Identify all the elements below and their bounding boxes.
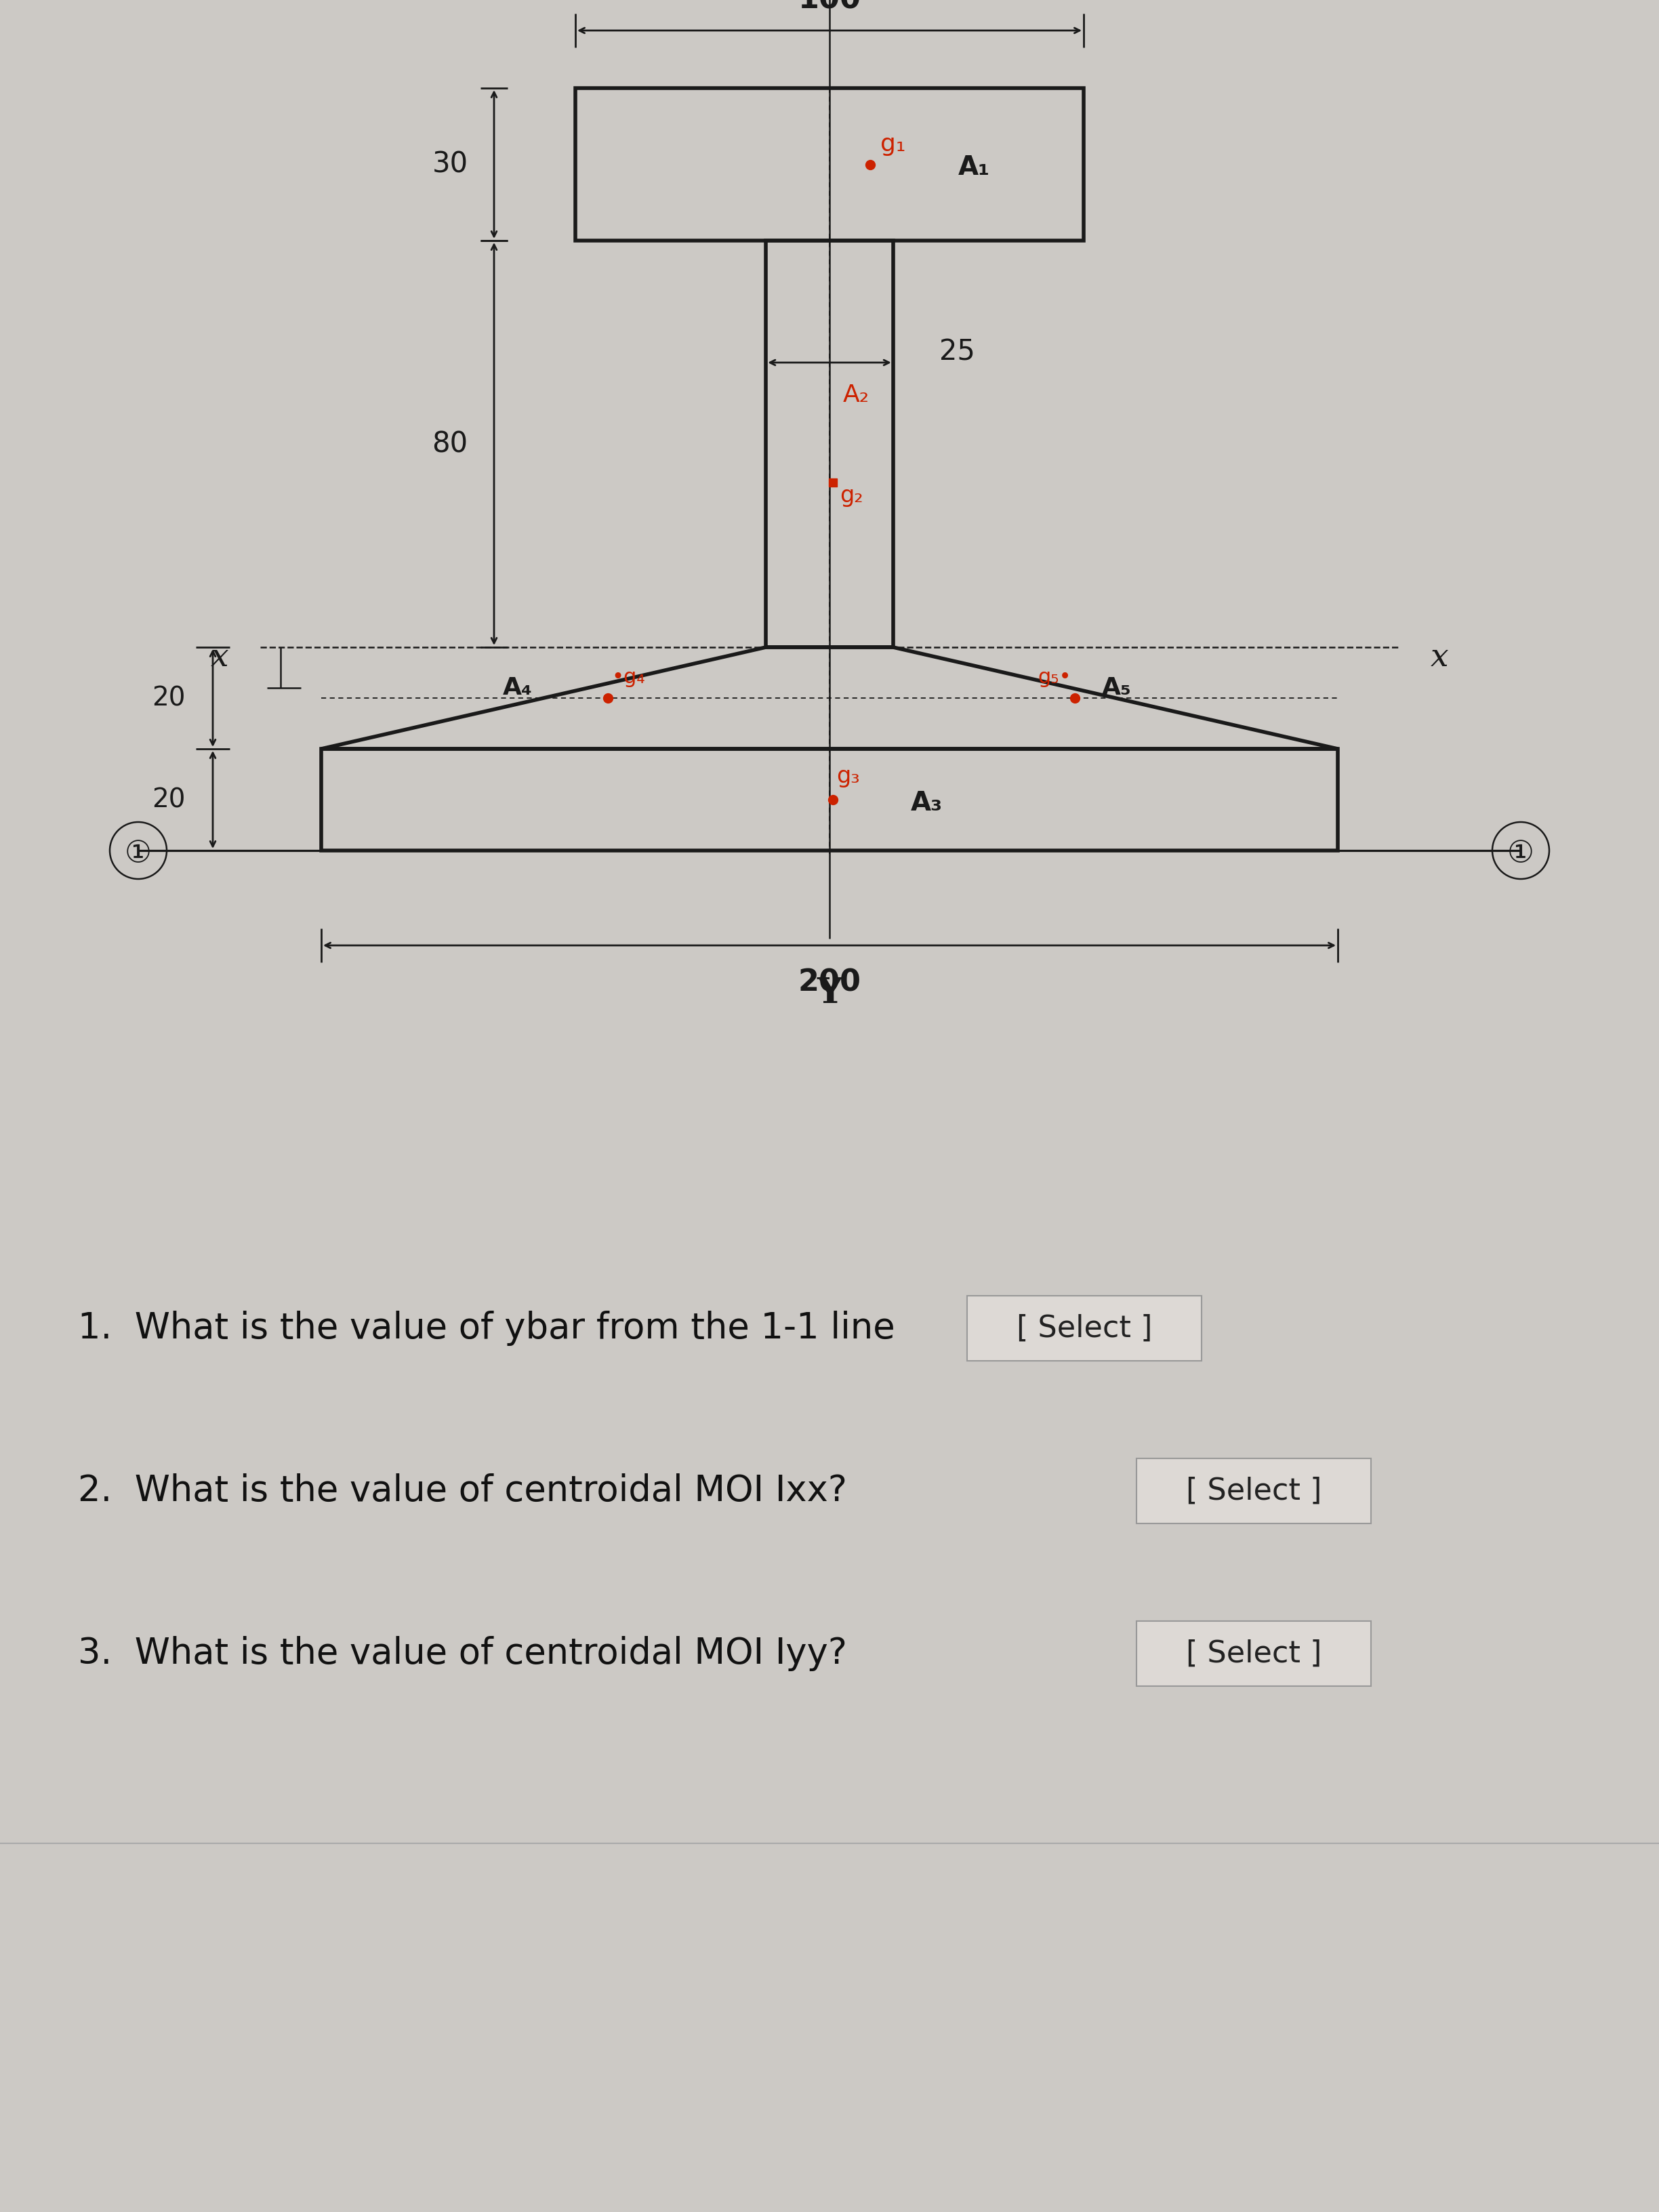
Text: 30: 30 <box>431 150 468 179</box>
Text: 3.  What is the value of centroidal MOI Iyy?: 3. What is the value of centroidal MOI I… <box>78 1637 848 1672</box>
Text: Y: Y <box>816 975 843 1011</box>
Text: [ Select ]: [ Select ] <box>1017 1314 1153 1343</box>
Text: 200: 200 <box>798 969 861 998</box>
Text: x: x <box>1430 641 1448 672</box>
Bar <box>576 88 1083 241</box>
Text: 100: 100 <box>798 0 861 15</box>
Text: g₅•: g₅• <box>1039 668 1072 688</box>
Text: g₁: g₁ <box>881 133 906 155</box>
Text: g₂: g₂ <box>839 484 863 507</box>
Text: 20: 20 <box>153 787 186 812</box>
Text: 20: 20 <box>153 686 186 710</box>
Text: 25: 25 <box>939 338 975 367</box>
Text: 2.  What is the value of centroidal MOI Ixx?: 2. What is the value of centroidal MOI I… <box>78 1473 848 1509</box>
Text: A₄: A₄ <box>503 677 533 699</box>
Text: ①: ① <box>124 838 151 869</box>
FancyBboxPatch shape <box>967 1296 1201 1360</box>
Text: •g₄: •g₄ <box>612 668 645 688</box>
Text: A₁: A₁ <box>959 155 990 181</box>
FancyBboxPatch shape <box>1136 1458 1370 1524</box>
Text: x: x <box>211 641 229 672</box>
FancyBboxPatch shape <box>1136 1621 1370 1686</box>
Text: g₃: g₃ <box>836 765 859 787</box>
Text: A₅: A₅ <box>1102 677 1131 699</box>
Text: A₃: A₃ <box>911 790 942 816</box>
Text: [ Select ]: [ Select ] <box>1186 1639 1322 1668</box>
Text: [ Select ]: [ Select ] <box>1186 1475 1322 1506</box>
Text: ①: ① <box>1508 838 1535 869</box>
Bar <box>766 241 893 648</box>
Text: A₂: A₂ <box>843 383 869 407</box>
Bar <box>322 750 1337 849</box>
Text: 80: 80 <box>431 429 468 458</box>
Text: 1.  What is the value of ybar from the 1-1 line: 1. What is the value of ybar from the 1-… <box>78 1312 894 1345</box>
